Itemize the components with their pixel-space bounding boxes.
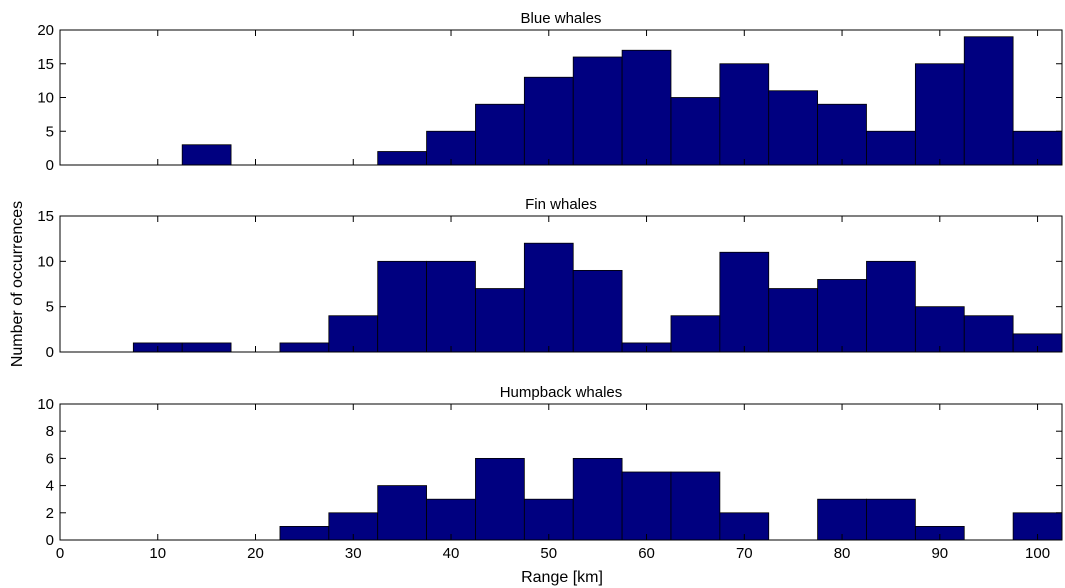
histogram-bar bbox=[523, 242, 574, 353]
x-tick-label: 90 bbox=[931, 545, 948, 562]
axes-frame bbox=[59, 215, 1063, 353]
histogram-bar bbox=[377, 485, 427, 541]
histogram-bar bbox=[377, 260, 427, 353]
y-tick-label: 8 bbox=[46, 423, 54, 440]
axes-frame bbox=[59, 403, 1063, 541]
histogram-bar bbox=[572, 56, 623, 166]
histogram-bar bbox=[475, 288, 525, 353]
y-tick-label: 0 bbox=[46, 157, 54, 174]
x-tick-label: 30 bbox=[345, 545, 362, 562]
histogram-bar bbox=[572, 457, 623, 541]
histogram-bar bbox=[523, 498, 574, 541]
panel-title: Fin whales bbox=[525, 196, 597, 213]
x-tick-label: 10 bbox=[149, 545, 166, 562]
histogram-bar bbox=[621, 471, 672, 541]
histogram-bar bbox=[475, 103, 525, 166]
histogram-bar bbox=[963, 315, 1014, 353]
histogram-bar bbox=[866, 498, 916, 541]
histogram-bar bbox=[670, 97, 721, 166]
y-tick-label: 10 bbox=[37, 396, 54, 413]
x-tick-label: 0 bbox=[56, 545, 64, 562]
histogram-bar bbox=[181, 342, 232, 353]
y-tick-label: 5 bbox=[46, 123, 54, 140]
y-tick-label: 20 bbox=[37, 22, 54, 39]
y-tick-label: 0 bbox=[46, 344, 54, 361]
histogram-bar bbox=[866, 130, 916, 166]
y-tick-label: 6 bbox=[46, 450, 54, 467]
y-tick-label: 15 bbox=[37, 56, 54, 73]
y-axis-label: Number of occurrences bbox=[9, 201, 26, 367]
panel-title: Humpback whales bbox=[500, 384, 623, 401]
histogram-bar bbox=[914, 306, 965, 353]
y-tick-label: 15 bbox=[37, 208, 54, 225]
histogram-bar bbox=[279, 526, 330, 541]
histogram-bar bbox=[572, 269, 623, 353]
histogram-bar bbox=[817, 498, 867, 541]
histogram-bar bbox=[328, 315, 379, 353]
histogram-bar bbox=[719, 251, 770, 353]
histogram-bar bbox=[670, 315, 721, 353]
x-tick-label: 60 bbox=[638, 545, 655, 562]
y-tick-label: 10 bbox=[37, 253, 54, 270]
histogram-bar bbox=[914, 63, 965, 166]
y-tick-label: 2 bbox=[46, 505, 54, 522]
histogram-bar bbox=[426, 260, 476, 353]
histogram-bar bbox=[817, 103, 867, 166]
panel-fin-whales: 0 5 10 15 Fin whales bbox=[37, 196, 1063, 361]
histogram-bar bbox=[768, 90, 819, 166]
histogram-bar bbox=[817, 279, 867, 353]
x-tick-label: 20 bbox=[247, 545, 264, 562]
panel-title: Blue whales bbox=[521, 10, 602, 27]
y-tick-label: 4 bbox=[46, 478, 54, 495]
histogram-bar bbox=[426, 498, 476, 541]
histogram-bar bbox=[621, 49, 672, 166]
histogram-bar bbox=[377, 151, 427, 166]
x-tick-label: 80 bbox=[834, 545, 851, 562]
histogram-bar bbox=[768, 288, 819, 353]
x-tick-label: 70 bbox=[736, 545, 753, 562]
x-tick-label: 40 bbox=[443, 545, 460, 562]
y-tick-label: 0 bbox=[46, 532, 54, 549]
histogram-bar bbox=[719, 63, 770, 166]
panel-blue-whales: 0 5 10 15 20 Blue whales bbox=[37, 10, 1063, 174]
histogram-bar bbox=[475, 457, 525, 541]
x-tick-label: 50 bbox=[540, 545, 557, 562]
histogram-bar bbox=[963, 36, 1014, 166]
y-tick-label: 10 bbox=[37, 90, 54, 107]
histogram-bar bbox=[670, 471, 721, 541]
histogram-bar bbox=[866, 260, 916, 353]
x-axis-label: Range [km] bbox=[521, 569, 603, 586]
y-tick-label: 5 bbox=[46, 299, 54, 316]
x-tick-label: 100 bbox=[1025, 545, 1050, 562]
histogram-bar bbox=[523, 76, 574, 166]
histogram-bar bbox=[181, 144, 232, 166]
histogram-bar bbox=[279, 342, 330, 353]
